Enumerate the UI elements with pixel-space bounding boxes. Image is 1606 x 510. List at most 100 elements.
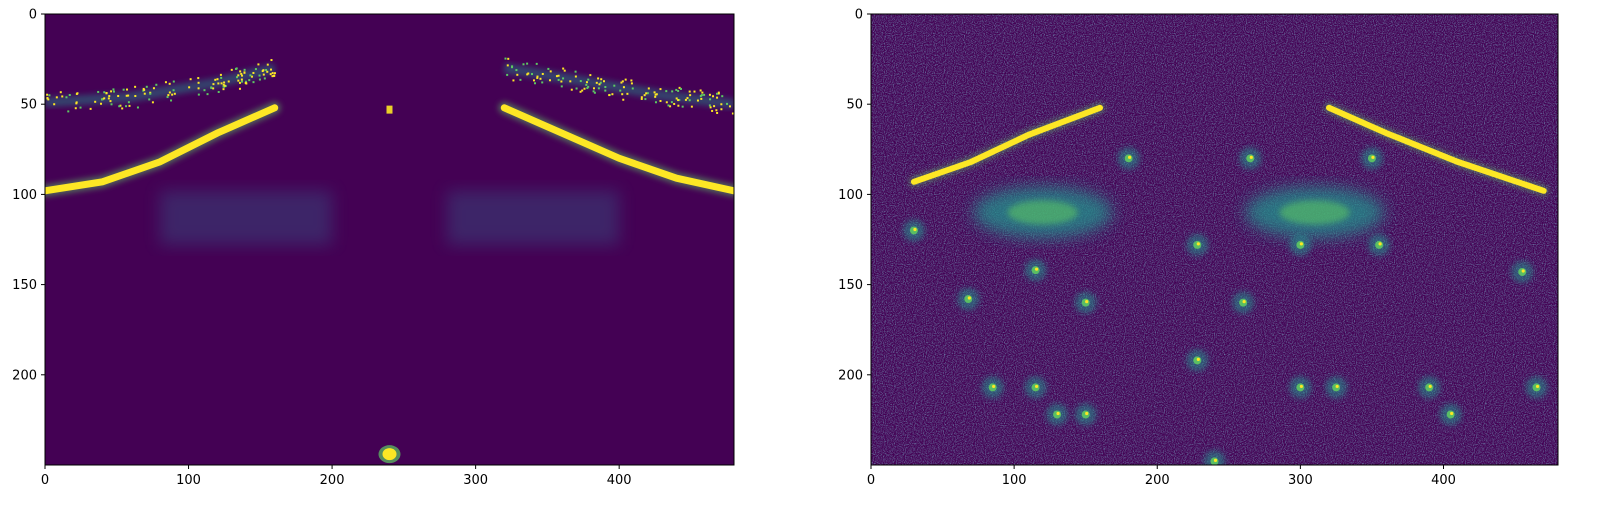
left-speckle-dot: [506, 64, 509, 67]
left-speckle-dot: [583, 87, 586, 90]
left-speckle-dot: [531, 73, 534, 76]
left-y-tick-label: 100: [12, 188, 37, 203]
left-speckle-dot: [562, 67, 565, 70]
left-speckle-dot: [709, 98, 712, 101]
left-speckle-dot: [230, 68, 233, 71]
left-lane-curve: [500, 104, 734, 195]
left-speckle-dot: [602, 80, 605, 83]
left-speckle-dot: [127, 94, 130, 97]
left-speckle-dot: [608, 94, 611, 97]
left-speckle-dot: [711, 109, 714, 112]
left-speckle-dot: [585, 81, 588, 84]
left-speckle-dot: [167, 94, 170, 97]
left-speckle-dot: [592, 90, 595, 93]
left-speckle-dot: [717, 92, 720, 95]
left-speckle-dot: [665, 101, 668, 104]
left-speckle-dot: [699, 89, 702, 92]
left-speckle-dot: [270, 59, 273, 62]
left-speckle-dot: [105, 92, 108, 95]
left-speckle-dot: [659, 99, 662, 102]
left-speckle-dot: [699, 95, 702, 98]
left-speckle-dot: [89, 107, 92, 110]
left-speckle-dot: [720, 108, 723, 111]
left-speckle-dot: [197, 93, 200, 96]
left-speckle-dot: [75, 102, 78, 105]
left-speckle-dot: [110, 103, 113, 106]
left-speckle-dot: [647, 87, 650, 90]
left-bright-blob: [382, 448, 397, 461]
right-heatmap-panel: [871, 14, 1558, 465]
right-x-tick-label: 0: [867, 473, 875, 488]
left-speckle-dot: [587, 78, 590, 81]
left-speckle-dot: [206, 93, 209, 96]
left-speckle-dot: [238, 87, 241, 90]
left-speckle-dot: [143, 92, 146, 95]
right-spot-center: [1242, 300, 1246, 304]
right-spot-center: [967, 296, 971, 300]
left-speckle-dot: [252, 81, 255, 84]
left-speckle-dot: [557, 74, 560, 77]
left-speckle-dot: [675, 88, 678, 91]
left-speckle-dot: [126, 88, 129, 91]
left-speckle-dot: [622, 98, 625, 101]
left-speckle-dot: [712, 95, 715, 98]
left-speckle-dot: [136, 106, 139, 109]
left-speckle-dot: [263, 77, 266, 80]
left-speckle-dot: [210, 86, 213, 89]
left-speckle-dot: [75, 92, 78, 95]
left-speckle-dot: [168, 91, 171, 94]
left-speckle-dot: [599, 81, 602, 84]
right-lane-curve: [1326, 104, 1547, 194]
left-speckle-dot: [655, 93, 658, 96]
left-speckle-dot: [103, 91, 106, 94]
left-speckle-dot: [675, 97, 678, 100]
left-speckle-dot: [273, 74, 276, 77]
left-speckle-dot: [145, 85, 148, 88]
left-speckle-dot: [249, 74, 252, 77]
right-spot-center: [1378, 242, 1382, 246]
left-speckle-dot: [631, 87, 634, 90]
left-speckle-dot: [549, 79, 552, 82]
left-speckle-dot: [119, 104, 122, 107]
right-y-tick-label: 0: [855, 8, 863, 23]
left-speckle-dot: [237, 79, 240, 82]
left-speckle-dot: [709, 106, 712, 109]
right-spot-center: [1521, 269, 1525, 273]
left-speckle-dot: [586, 87, 589, 90]
left-speckle-dot: [166, 96, 169, 99]
left-speckle-dot: [79, 106, 82, 109]
left-speckle-dot: [504, 57, 507, 60]
left-speckle-dot: [535, 62, 538, 65]
left-speckle-dot: [239, 70, 242, 73]
left-speckle-dot: [512, 79, 515, 82]
left-speckle-dot: [227, 80, 230, 83]
left-faint-region: [446, 190, 620, 245]
left-speckle-dot: [624, 78, 627, 81]
left-speckle-dot: [570, 88, 573, 91]
left-speckle-dot: [579, 80, 582, 83]
left-speckle-dot: [574, 70, 577, 73]
left-speckle-dot: [134, 85, 137, 88]
left-x-tick-label: 100: [176, 473, 201, 488]
left-speckle-dot: [522, 63, 525, 66]
left-speckle-dot: [593, 91, 596, 94]
left-speckle-dot: [61, 95, 64, 98]
left-speckle-dot: [645, 92, 648, 95]
left-speckle-dot: [626, 92, 629, 95]
left-speckle-dot: [654, 101, 657, 104]
left-y-tick-label: 150: [12, 278, 37, 293]
left-speckle-dot: [563, 69, 566, 72]
right-spot-center: [992, 384, 996, 389]
right-spot-center: [1056, 411, 1060, 416]
left-speckle-dot: [94, 100, 97, 103]
left-speckle-dot: [721, 95, 724, 98]
left-speckle-dot: [125, 94, 128, 97]
left-speckle-dot: [598, 83, 601, 86]
left-speckle-dot: [562, 77, 565, 80]
left-speckle-dot: [110, 90, 113, 93]
left-speckle-dot: [216, 78, 219, 81]
left-speckle-dot: [222, 83, 225, 86]
left-speckle-dot: [122, 88, 125, 91]
left-speckle-dot: [164, 81, 167, 84]
